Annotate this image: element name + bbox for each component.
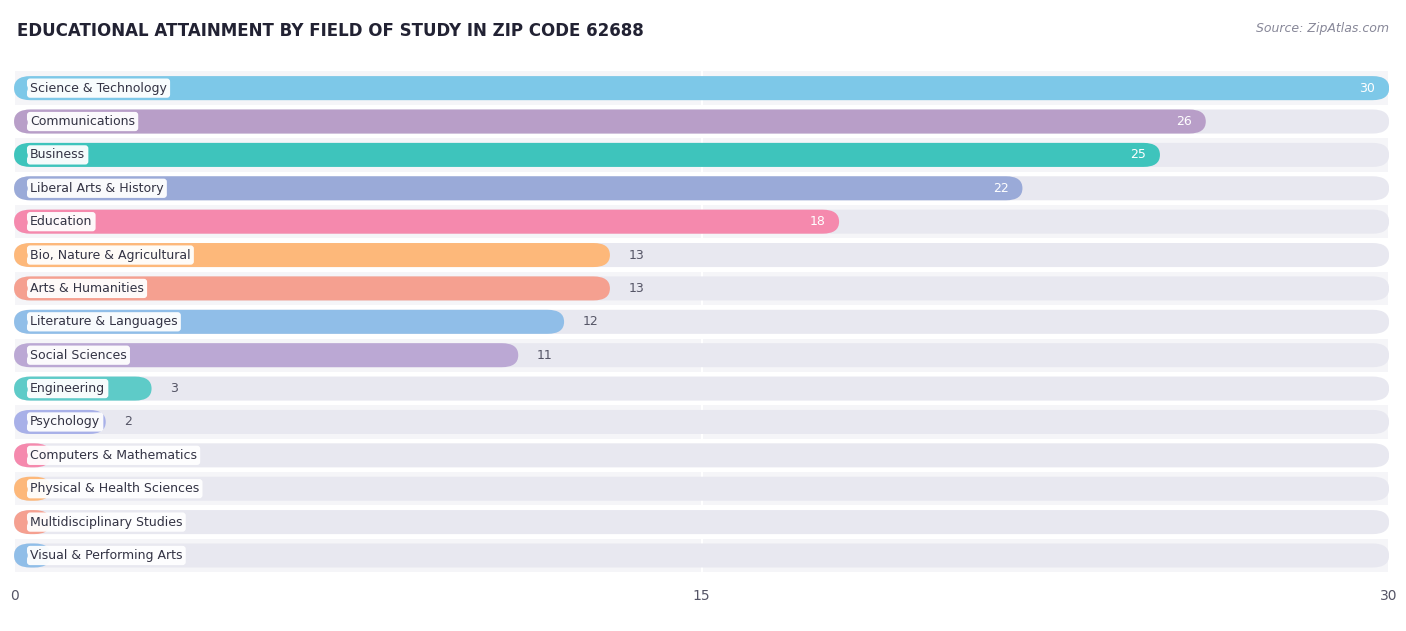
FancyBboxPatch shape [14,110,1206,134]
FancyBboxPatch shape [14,543,1389,567]
Bar [14,505,1389,539]
FancyBboxPatch shape [14,243,610,267]
FancyBboxPatch shape [14,276,1389,300]
Text: 0: 0 [69,516,77,529]
Bar [14,439,1389,472]
FancyBboxPatch shape [14,410,105,434]
Text: Bio, Nature & Agricultural: Bio, Nature & Agricultural [30,249,191,261]
Text: 0: 0 [69,449,77,462]
FancyBboxPatch shape [14,476,51,501]
Text: Literature & Languages: Literature & Languages [30,316,177,328]
FancyBboxPatch shape [14,176,1022,200]
FancyBboxPatch shape [14,143,1389,167]
Text: 26: 26 [1177,115,1192,128]
Text: 30: 30 [1360,81,1375,95]
Text: Social Sciences: Social Sciences [30,349,127,362]
FancyBboxPatch shape [14,510,51,534]
Text: 13: 13 [628,249,644,261]
FancyBboxPatch shape [14,476,1389,501]
Text: 2: 2 [124,415,132,428]
Text: Computers & Mathematics: Computers & Mathematics [30,449,197,462]
Bar [14,372,1389,405]
Bar [14,472,1389,505]
Text: Psychology: Psychology [30,415,100,428]
Text: 13: 13 [628,282,644,295]
FancyBboxPatch shape [14,209,839,233]
Text: 0: 0 [69,482,77,495]
Text: Arts & Humanities: Arts & Humanities [30,282,143,295]
FancyBboxPatch shape [14,444,1389,468]
Text: 25: 25 [1130,148,1146,162]
Text: Business: Business [30,148,86,162]
Text: Source: ZipAtlas.com: Source: ZipAtlas.com [1256,22,1389,35]
Bar [14,305,1389,338]
FancyBboxPatch shape [14,110,1389,134]
FancyBboxPatch shape [14,310,1389,334]
FancyBboxPatch shape [14,377,1389,401]
Text: EDUCATIONAL ATTAINMENT BY FIELD OF STUDY IN ZIP CODE 62688: EDUCATIONAL ATTAINMENT BY FIELD OF STUDY… [17,22,644,40]
Bar [14,239,1389,272]
FancyBboxPatch shape [14,143,1160,167]
FancyBboxPatch shape [14,310,564,334]
Text: Education: Education [30,215,93,228]
Bar [14,405,1389,439]
Text: Engineering: Engineering [30,382,105,395]
FancyBboxPatch shape [14,76,1389,100]
Text: 3: 3 [170,382,177,395]
Text: Science & Technology: Science & Technology [30,81,167,95]
Text: Visual & Performing Arts: Visual & Performing Arts [30,549,183,562]
Text: Multidisciplinary Studies: Multidisciplinary Studies [30,516,183,529]
Bar [14,71,1389,105]
Text: Liberal Arts & History: Liberal Arts & History [30,182,163,195]
Bar [14,172,1389,205]
Bar [14,138,1389,172]
FancyBboxPatch shape [14,276,610,300]
FancyBboxPatch shape [14,343,519,367]
Bar [14,539,1389,572]
FancyBboxPatch shape [14,377,152,401]
Bar [14,272,1389,305]
Text: Communications: Communications [30,115,135,128]
FancyBboxPatch shape [14,410,1389,434]
FancyBboxPatch shape [14,243,1389,267]
Bar [14,205,1389,239]
Bar [14,338,1389,372]
Text: 22: 22 [993,182,1008,195]
Text: 0: 0 [69,549,77,562]
FancyBboxPatch shape [14,543,51,567]
FancyBboxPatch shape [14,444,51,468]
Text: Physical & Health Sciences: Physical & Health Sciences [30,482,200,495]
FancyBboxPatch shape [14,209,1389,233]
Text: 11: 11 [537,349,553,362]
Text: 18: 18 [810,215,825,228]
FancyBboxPatch shape [14,343,1389,367]
FancyBboxPatch shape [14,76,1389,100]
FancyBboxPatch shape [14,176,1389,200]
Text: 12: 12 [582,316,598,328]
Bar [14,105,1389,138]
FancyBboxPatch shape [14,510,1389,534]
